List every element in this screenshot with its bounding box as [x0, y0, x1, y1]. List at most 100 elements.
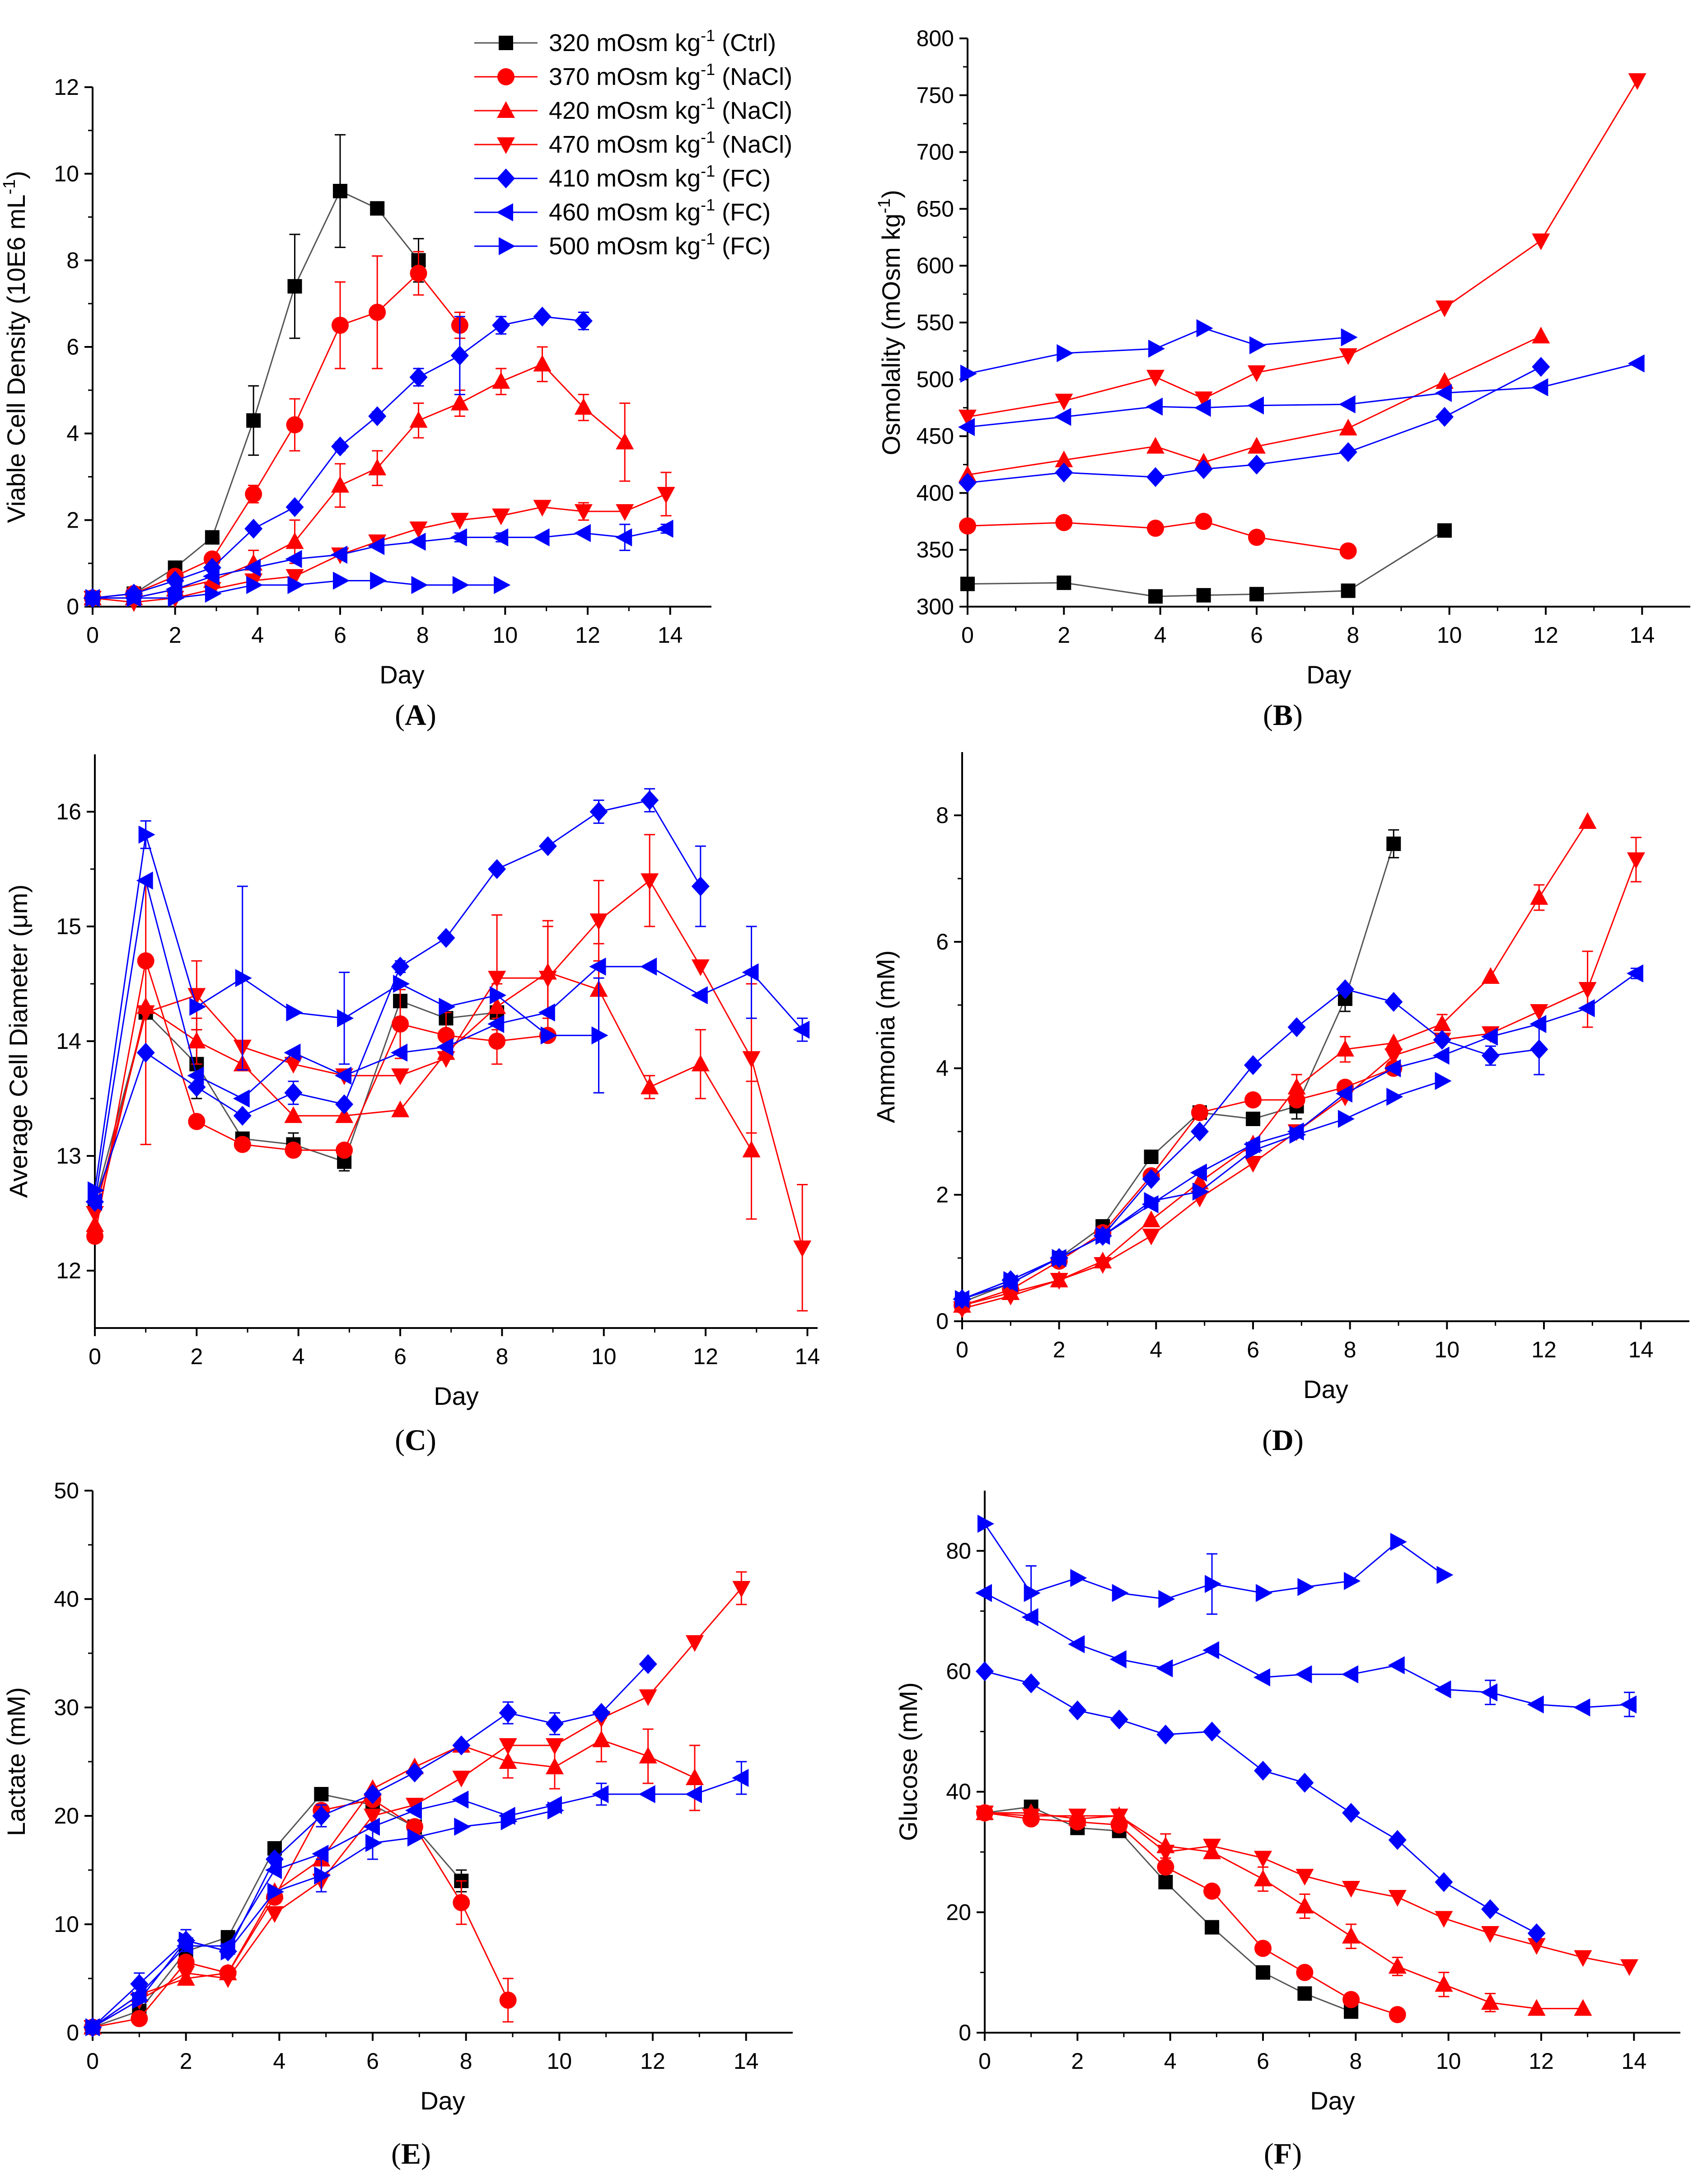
panel-e-data-point: [267, 1883, 284, 1901]
panel-f-series-500-mosm-kg-1-fc: [977, 1515, 1454, 1621]
panel-c-data-point: [136, 1043, 155, 1063]
panel-a-data-point: [615, 528, 632, 547]
panel-d-y-tick-label: 2: [936, 1182, 949, 1207]
panel-d-data-point: [1433, 1015, 1451, 1031]
panel-b-series-410-mosm-kg-1-fc: [959, 357, 1550, 493]
panel-f: 0 2 4 6 8 10 12 14 0 20 40 60 80 Day Glucose (mM) (F): [894, 1491, 1680, 2170]
panel-c-data-point: [187, 1032, 206, 1048]
panel-e-data-point: [178, 1931, 196, 1950]
panel-d-data-point: [1244, 1091, 1262, 1108]
panel-c-data-point: [392, 1015, 409, 1033]
panel-e-data-point: [219, 1971, 237, 1988]
panel-f-data-point: [1527, 1923, 1546, 1943]
panel-b: 0 2 4 6 8 10 12 14 300 350 400 450 500 550 600 650 700 75…: [875, 26, 1690, 732]
panel-b-x-axis-title: Day: [1306, 660, 1352, 689]
panel-d-label: (D): [1262, 1424, 1304, 1457]
panel-a-data-point: [205, 530, 220, 545]
panel-a-y-tick-label: 0: [66, 594, 79, 619]
panel-d-y-axis-title: Ammonia (mM): [871, 950, 900, 1123]
panel-b-x-tick-label: 10: [1437, 622, 1462, 648]
legend-entry-500-mosm-kg-1-fc: 500 mOsm kg-1 (FC): [474, 229, 771, 260]
panel-e-x-tick-label: 4: [273, 2048, 285, 2074]
panel-f-data-point: [1203, 1721, 1221, 1742]
panel-d-data-point: [1530, 1004, 1548, 1021]
panel-f-data-point: [1481, 1993, 1500, 2010]
panel-c-data-point: [641, 790, 659, 810]
panel-c-data-point: [86, 1206, 104, 1223]
panel-e-data-point: [732, 1769, 749, 1787]
panel-f-series-410-mosm-kg-1-fc: [976, 1661, 1546, 1943]
panel-f-data-point: [977, 1515, 994, 1533]
panel-b-data-point: [1146, 467, 1165, 487]
panel-a-data-point: [246, 576, 263, 594]
panel-f-data-point: [1574, 1999, 1592, 2016]
panel-c-data-point: [589, 913, 608, 931]
panel-d-data-point: [1244, 1055, 1262, 1075]
panel-e-x-tick-label: 14: [734, 2048, 759, 2074]
panel-d-data-point: [1142, 1229, 1160, 1245]
panel-b-data-point: [1195, 513, 1212, 530]
panel-f-data-point: [1481, 1899, 1500, 1919]
legend-marker: [497, 168, 515, 188]
panel-a-data-point: [165, 580, 182, 599]
panel-a-data-point: [533, 528, 550, 547]
panel-c-data-point: [691, 1054, 710, 1071]
panel-c-data-point: [488, 859, 506, 879]
panel-f-data-point: [1156, 1725, 1175, 1744]
panel-f-data-point: [1156, 1659, 1173, 1678]
panel-f-data-point: [1388, 1890, 1407, 1907]
panel-d-data-point: [1386, 1088, 1403, 1106]
panel-f-x-tick-label: 10: [1436, 2048, 1461, 2074]
panel-f-data-point: [1388, 1656, 1405, 1674]
panel-a-data-point: [244, 519, 263, 539]
panel-c-data-point: [337, 1009, 354, 1028]
panel-c-data-point: [393, 975, 410, 993]
panel-f-data-point: [1342, 1803, 1361, 1823]
panel-d-data-point: [1335, 1085, 1352, 1103]
panel-f-y-tick-label: 20: [946, 1899, 971, 1925]
panel-c-data-point: [490, 986, 507, 1005]
legend-entry-470-mosm-kg-1-nacl: 470 mOsm kg-1 (NaCl): [474, 128, 792, 158]
legend-entry-460-mosm-kg-1-fc: 460 mOsm kg-1 (FC): [474, 196, 771, 226]
panel-b-data-point: [1194, 391, 1213, 408]
panel-e-data-point: [85, 2018, 102, 2036]
panel-e-data-point: [364, 1809, 382, 1825]
panel-b-data-point: [1628, 73, 1646, 90]
panel-d-data-point: [1338, 1110, 1355, 1128]
panel-e-series-line: [92, 1799, 509, 2028]
panel-c-y-tick-label: 12: [56, 1258, 81, 1283]
panel-f-data-point: [1158, 1875, 1173, 1889]
panel-e-y-tick-label: 30: [54, 1695, 79, 1720]
panel-b-data-point: [1055, 463, 1073, 483]
panel-a-data-point: [370, 201, 385, 216]
panel-a-data-point: [168, 589, 185, 607]
panel-b-y-tick-label: 450: [917, 424, 954, 449]
panel-a-data-point: [492, 372, 510, 389]
panel-a-data-point: [409, 521, 428, 538]
panel-f-data-point: [1254, 1851, 1272, 1868]
panel-e-data-point: [686, 1635, 704, 1652]
panel-b-data-point: [958, 418, 975, 436]
panel-a-data-point: [409, 533, 426, 551]
panel-b-data-point: [1146, 398, 1163, 416]
legend-label: 370 mOsm kg-1 (NaCl): [549, 60, 792, 90]
panel-d-y-tick-label: 0: [936, 1309, 949, 1334]
panel-a-x-tick-label: 6: [334, 622, 346, 648]
panel-e-data-point: [131, 2010, 148, 2027]
panel-e-data-point: [406, 1763, 424, 1782]
panel-a-data-point: [657, 486, 675, 504]
panel-c-data-point: [233, 1090, 250, 1108]
panel-f-data-point: [1205, 1575, 1222, 1593]
panel-a-series-460-mosm-kg-1-fc: [83, 519, 673, 607]
panel-d-y-tick-label: 6: [936, 929, 949, 954]
panel-b-data-point: [960, 365, 977, 383]
panel-f-data-point: [1254, 1870, 1272, 1886]
panel-a-data-point: [244, 558, 261, 577]
panel-a-series-line: [92, 272, 461, 599]
panel-b-data-point: [1532, 233, 1550, 250]
panel-a-data-point: [85, 589, 102, 607]
panel-e-data-point: [639, 1654, 657, 1674]
panel-d-data-point: [1432, 1047, 1450, 1065]
panel-e-data-point: [407, 1829, 424, 1847]
panel-a-data-point: [202, 567, 220, 585]
